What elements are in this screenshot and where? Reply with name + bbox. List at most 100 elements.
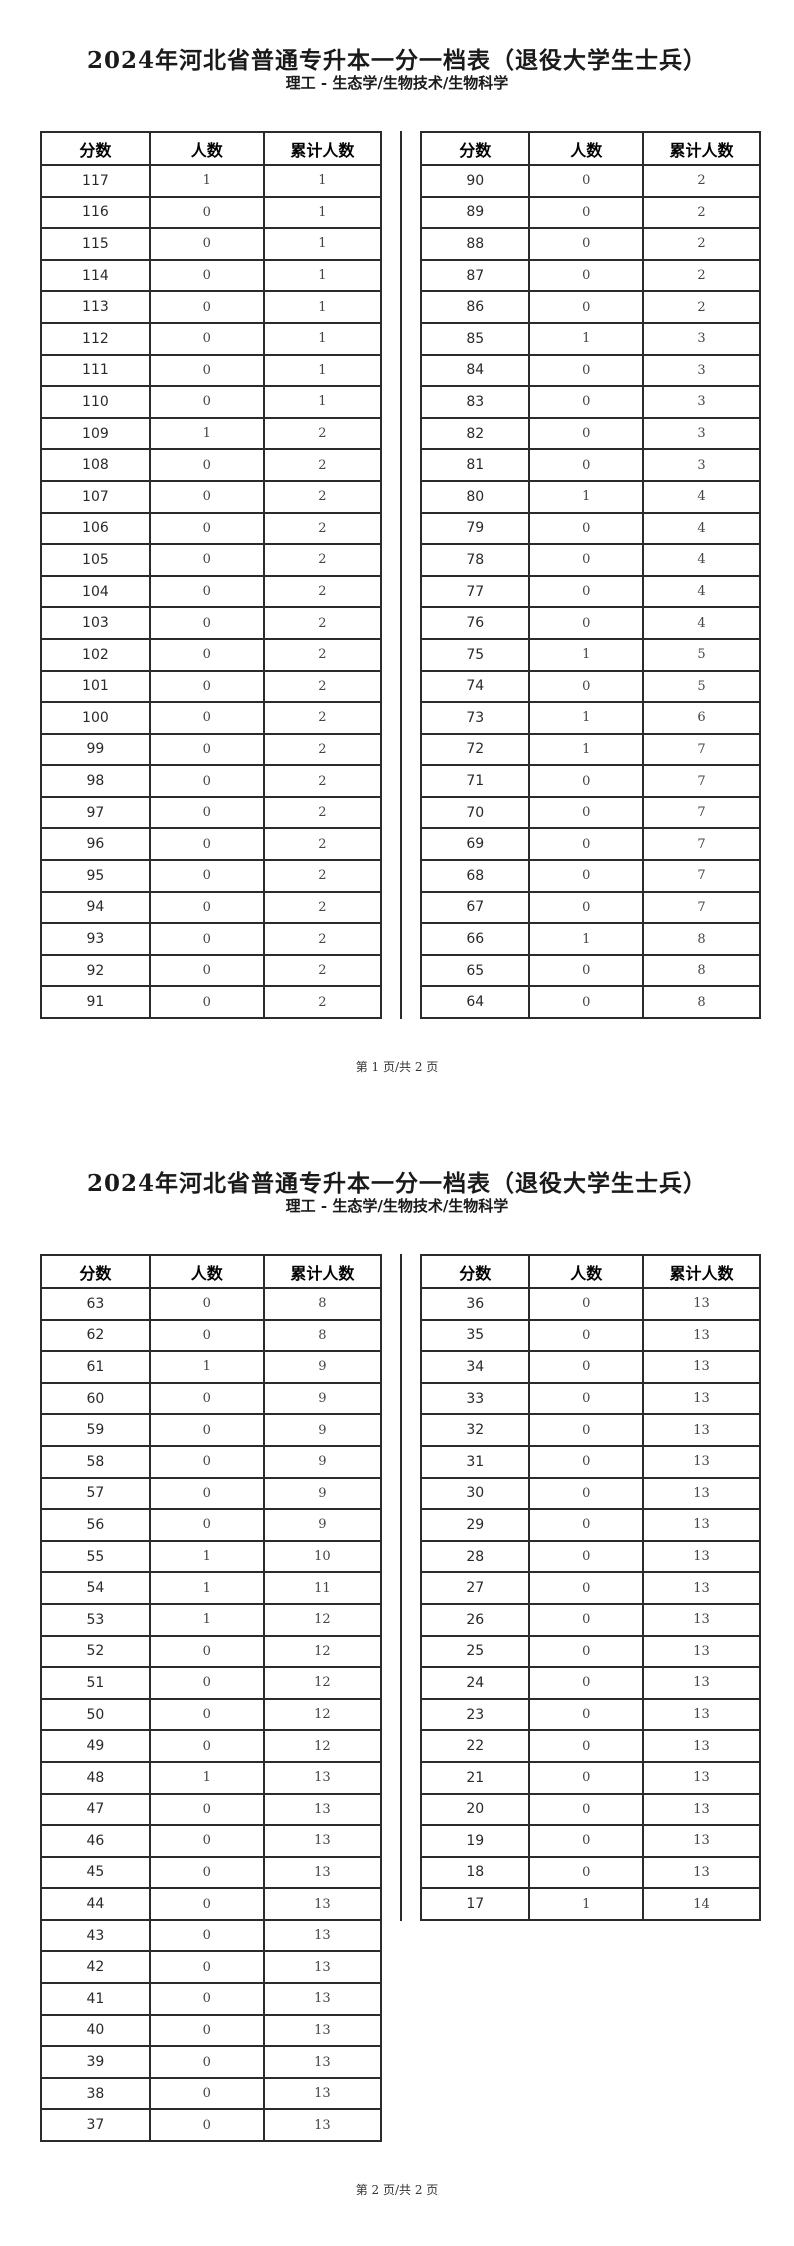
table-cell: 1 <box>262 258 383 293</box>
table-cell: 0 <box>148 227 265 261</box>
table-row: 97 0 2 <box>40 795 383 830</box>
table-cell: 0 <box>148 1318 265 1353</box>
table-cell: 1 <box>148 1539 265 1574</box>
table-cell: 2 <box>262 922 383 956</box>
table-row: 32 0 13 <box>419 1413 761 1447</box>
table-cell: 20 <box>419 1792 531 1827</box>
table-cell: 72 <box>419 732 531 767</box>
table-cell: 0 <box>148 1792 265 1827</box>
table-cell: 2 <box>262 637 383 672</box>
table-cell: 70 <box>419 795 531 830</box>
table-cell: 3 <box>642 353 761 388</box>
table-cell: 0 <box>528 890 645 925</box>
table-row: 44 0 13 <box>40 1887 383 1921</box>
table-cell: 36 <box>419 1287 531 1321</box>
table-row: 91 0 2 <box>40 985 383 1020</box>
table-row: 46 0 13 <box>40 1824 383 1858</box>
table-cell: 0 <box>528 574 645 609</box>
table-row: 34 0 13 <box>419 1350 761 1384</box>
table-cell: 13 <box>642 1634 761 1669</box>
table-cell: 99 <box>40 732 151 767</box>
table-cell: 0 <box>148 353 265 388</box>
table-cell: 97 <box>40 795 151 830</box>
table-cell: 68 <box>419 859 531 893</box>
table-cell: 13 <box>642 1666 761 1700</box>
table-cell: 1 <box>528 321 645 356</box>
table-cell: 91 <box>40 985 151 1020</box>
table-cell: 13 <box>642 1602 761 1637</box>
table-cell: 13 <box>642 1792 761 1827</box>
table-cell: 0 <box>148 2076 265 2111</box>
table-row: 22 0 13 <box>419 1729 761 1763</box>
table-cell: 0 <box>148 2013 265 2048</box>
table-cell: 107 <box>40 479 151 514</box>
table-cell: 4 <box>642 606 761 640</box>
table-cell: 13 <box>262 1982 383 2016</box>
table-cell: 19 <box>419 1824 531 1858</box>
table-cell: 13 <box>262 1824 383 1858</box>
table-cell: 95 <box>40 859 151 893</box>
table-cell: 1 <box>148 164 265 198</box>
table-cell: 7 <box>642 732 761 767</box>
table-row: 106 0 2 <box>40 511 383 546</box>
table-row: 45 0 13 <box>40 1855 383 1890</box>
table-cell: 11 <box>262 1571 383 1605</box>
column-header-cumulative: 累计人数 <box>262 131 383 166</box>
table-row: 51 0 12 <box>40 1666 383 1700</box>
table-row: 90 0 2 <box>419 164 761 198</box>
table-cell: 0 <box>148 1634 265 1669</box>
table-row: 54 1 11 <box>40 1571 383 1605</box>
table-row: 73 1 6 <box>419 701 761 735</box>
table-row: 75 1 5 <box>419 637 761 672</box>
table-cell: 0 <box>528 1760 645 1795</box>
table-cell: 38 <box>40 2076 151 2111</box>
table-row: 35 0 13 <box>419 1318 761 1353</box>
table-cell: 1 <box>262 385 383 419</box>
table-cell: 60 <box>40 1381 151 1416</box>
table-row: 50 0 12 <box>40 1697 383 1732</box>
table-cell: 0 <box>148 732 265 767</box>
table-cell: 0 <box>528 164 645 198</box>
table-cell: 12 <box>262 1666 383 1700</box>
table-cell: 0 <box>528 1602 645 1637</box>
table-row: 101 0 2 <box>40 669 383 704</box>
table-divider <box>400 131 402 1019</box>
table-cell: 1 <box>262 321 383 356</box>
table-header-row: 分数 人数 累计人数 <box>419 131 761 166</box>
column-header-score: 分数 <box>40 131 151 166</box>
table-body: 90 0 2 89 0 2 88 0 2 87 0 2 86 0 2 85 1 3 84 0 3 83 0 3 82 0 3 81 0 3… <box>419 164 761 1020</box>
table-cell: 13 <box>642 1697 761 1732</box>
table-cell: 6 <box>642 701 761 735</box>
table-row: 100 0 2 <box>40 701 383 735</box>
table-row: 18 0 13 <box>419 1855 761 1890</box>
table-cell: 13 <box>642 1444 761 1479</box>
score-table-left: 分数 人数 累计人数 117 1 1 116 0 1 115 0 1 114 0 1 113 0 1 112 0… <box>40 131 383 1020</box>
table-cell: 48 <box>40 1760 151 1795</box>
score-table-right: 分数 人数 累计人数 36 0 13 35 0 13 34 0 13 33 0 13 32 0 13 31 0 1… <box>419 1254 761 1921</box>
table-cell: 0 <box>528 859 645 893</box>
table-cell: 106 <box>40 511 151 546</box>
table-cell: 47 <box>40 1792 151 1827</box>
table-row: 20 0 13 <box>419 1792 761 1827</box>
table-cell: 84 <box>419 353 531 388</box>
table-cell: 1 <box>262 290 383 324</box>
table-row: 26 0 13 <box>419 1602 761 1637</box>
table-cell: 9 <box>262 1508 383 1542</box>
table-cell: 1 <box>528 732 645 767</box>
table-row: 39 0 13 <box>40 2045 383 2079</box>
table-row: 80 1 4 <box>419 479 761 514</box>
table-cell: 27 <box>419 1571 531 1605</box>
table-cell: 117 <box>40 164 151 198</box>
table-cell: 8 <box>642 985 761 1020</box>
table-row: 102 0 2 <box>40 637 383 672</box>
table-cell: 76 <box>419 606 531 640</box>
table-cell: 2 <box>262 953 383 988</box>
table-cell: 0 <box>528 1381 645 1416</box>
table-cell: 13 <box>262 1855 383 1890</box>
table-cell: 114 <box>40 258 151 293</box>
table-cell: 40 <box>40 2013 151 2048</box>
table-cell: 0 <box>148 764 265 798</box>
table-cell: 49 <box>40 1729 151 1763</box>
table-cell: 105 <box>40 543 151 577</box>
table-cell: 46 <box>40 1824 151 1858</box>
